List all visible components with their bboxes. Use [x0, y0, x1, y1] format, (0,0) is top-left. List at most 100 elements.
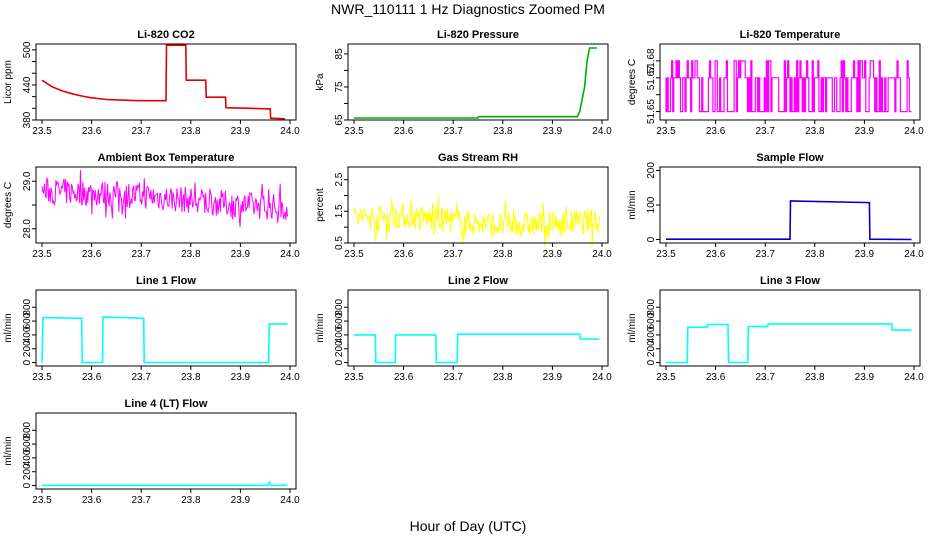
- x-tick-label: 23.6: [394, 249, 414, 260]
- x-tick-label: 23.9: [855, 126, 875, 137]
- y-tick-label: 380: [22, 111, 33, 128]
- x-tick-label: 23.9: [231, 126, 251, 137]
- x-tick-label: 23.5: [344, 372, 364, 383]
- panel-title: Li-820 Pressure: [437, 29, 519, 41]
- series: [41, 170, 288, 227]
- x-tick-label: 23.6: [82, 126, 102, 137]
- y-tick-label: 400: [22, 326, 33, 343]
- x-tick-label: 23.5: [656, 126, 676, 137]
- y-tick-label: 85: [334, 48, 345, 60]
- x-tick-label: 23.8: [493, 249, 513, 260]
- y-tick-label: 29.0: [22, 171, 33, 191]
- x-tick-label: 23.5: [32, 126, 52, 137]
- x-tick-label: 23.6: [82, 495, 102, 506]
- y-axis-label: percent: [315, 188, 326, 222]
- y-tick-label: 600: [22, 435, 33, 452]
- x-tick-label: 23.7: [131, 372, 151, 383]
- series-line: [666, 200, 912, 241]
- y-axis-label: ml/min: [3, 436, 14, 465]
- panel-grid: Li-820 CO2 23.5 23.6 23.7 23.8 23.9 24.0 380 440…: [3, 29, 924, 506]
- x-tick-label: 23.8: [805, 126, 825, 137]
- series-line: [41, 170, 288, 227]
- y-axis-label: ml/min: [627, 190, 638, 219]
- x-tick-label: 24.0: [592, 249, 612, 260]
- y-tick-label: 600: [646, 312, 657, 329]
- panel-9: Line 4 (LT) Flow 23.5 23.6 23.7 23.8 23.9 24.0…: [3, 398, 300, 506]
- plot-frame: [35, 43, 297, 121]
- y-tick-label: 28.0: [22, 219, 33, 239]
- y-tick-label: 200: [646, 340, 657, 357]
- plot-frame: [35, 412, 297, 490]
- y-tick-label: 800: [646, 298, 657, 315]
- x-tick-label: 24.0: [904, 249, 924, 260]
- x-tick-label: 23.9: [231, 372, 251, 383]
- panel-title: Gas Stream RH: [438, 152, 518, 164]
- x-tick-label: 23.7: [131, 495, 151, 506]
- y-tick-label: 1.5: [334, 204, 345, 218]
- y-tick-label: 75: [334, 81, 345, 93]
- x-tick-label: 23.9: [231, 249, 251, 260]
- series-line: [42, 480, 288, 487]
- series: [354, 47, 597, 119]
- x-tick-label: 24.0: [592, 126, 612, 137]
- x-tick-label: 23.9: [231, 495, 251, 506]
- panel-title: Line 2 Flow: [448, 275, 508, 287]
- y-tick-label: 51.65: [646, 99, 657, 124]
- y-tick-label: 0.5: [334, 236, 345, 250]
- panel-title: Ambient Box Temperature: [98, 152, 235, 164]
- y-tick-label: 65: [334, 114, 345, 126]
- panel-title: Li-820 Temperature: [740, 29, 841, 41]
- x-tick-label: 24.0: [280, 249, 300, 260]
- panel-0: Li-820 CO2 23.5 23.6 23.7 23.8 23.9 24.0 380 440…: [3, 29, 300, 137]
- x-tick-label: 24.0: [280, 495, 300, 506]
- x-tick-label: 23.5: [656, 249, 676, 260]
- panel-3: Ambient Box Temperature 23.5 23.6 23.7 23.8 2…: [3, 152, 300, 260]
- x-tick-label: 24.0: [280, 372, 300, 383]
- x-tick-label: 23.5: [32, 372, 52, 383]
- figure-xlabel: Hour of Day (UTC): [410, 518, 527, 534]
- x-tick-label: 23.6: [394, 372, 414, 383]
- series: [354, 333, 600, 364]
- plot-frame: [35, 289, 297, 367]
- x-tick-label: 23.5: [32, 495, 52, 506]
- x-tick-label: 23.8: [493, 126, 513, 137]
- x-tick-label: 23.7: [443, 372, 463, 383]
- series: [42, 480, 288, 487]
- y-tick-label: 600: [334, 312, 345, 329]
- y-tick-label: 51.68: [646, 48, 657, 73]
- y-axis-label: Licor ppm: [3, 60, 14, 104]
- x-tick-label: 23.8: [181, 495, 201, 506]
- y-axis-label: kPa: [315, 73, 326, 91]
- y-tick-label: 800: [22, 421, 33, 438]
- y-tick-label: 0: [22, 359, 33, 365]
- panel-5: Sample Flow 23.5 23.6 23.7 23.8 23.9 24.0 0 100 2…: [627, 152, 924, 260]
- series: [665, 60, 912, 113]
- series: [666, 200, 912, 241]
- x-tick-label: 23.7: [755, 249, 775, 260]
- y-tick-label: 51.67: [646, 65, 657, 90]
- series-line: [354, 333, 600, 364]
- panel-title: Line 3 Flow: [760, 275, 820, 287]
- panel-8: Line 3 Flow 23.5 23.6 23.7 23.8 23.9 24.0 0 2004…: [627, 275, 924, 383]
- x-tick-label: 23.9: [543, 372, 563, 383]
- series: [41, 44, 286, 120]
- x-tick-label: 23.5: [344, 126, 364, 137]
- series: [41, 316, 288, 364]
- y-tick-label: 200: [334, 340, 345, 357]
- series-line: [353, 196, 600, 247]
- x-tick-label: 24.0: [904, 126, 924, 137]
- y-tick-label: 440: [22, 76, 33, 93]
- y-tick-label: 0: [646, 359, 657, 365]
- panel-title: Li-820 CO2: [137, 29, 194, 41]
- plot-frame: [347, 289, 609, 367]
- x-tick-label: 23.8: [805, 249, 825, 260]
- series-line: [41, 316, 288, 364]
- x-tick-label: 24.0: [904, 372, 924, 383]
- y-tick-label: 400: [22, 449, 33, 466]
- x-tick-label: 23.9: [543, 126, 563, 137]
- x-tick-label: 23.6: [82, 372, 102, 383]
- x-tick-label: 23.5: [32, 249, 52, 260]
- y-tick-label: 400: [646, 326, 657, 343]
- x-tick-label: 23.8: [181, 126, 201, 137]
